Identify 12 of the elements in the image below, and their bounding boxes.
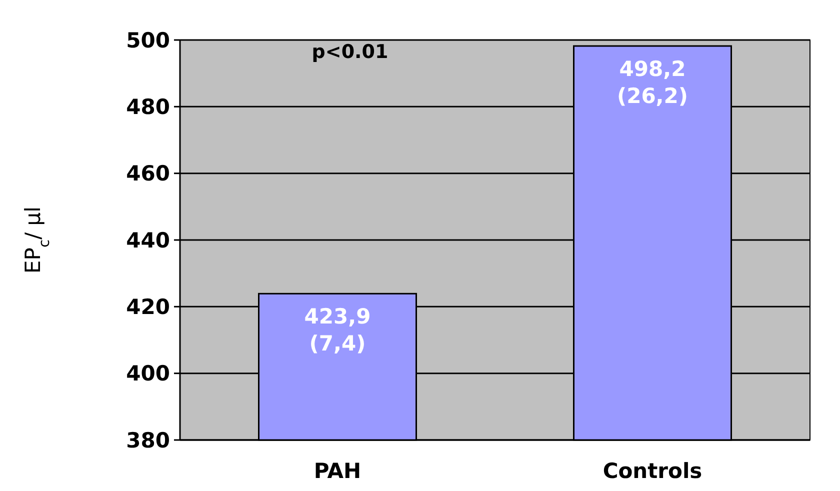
data-label: 498,2 (26,2) [616, 57, 688, 108]
x-tick-label: PAH [314, 459, 362, 483]
y-tick-label: 480 [126, 95, 170, 120]
y-tick-label: 460 [126, 162, 170, 186]
x-tick-label: Controls [602, 459, 702, 483]
y-tick-label: 400 [126, 362, 170, 386]
y-tick-label: 500 [126, 28, 170, 52]
annotation: p<0.01 [312, 41, 388, 63]
data-label: 423,9 (7,4) [304, 304, 371, 356]
y-tick-label: 440 [126, 228, 170, 252]
y-tick-label: 380 [126, 428, 170, 452]
y-tick-label: 420 [126, 295, 170, 320]
